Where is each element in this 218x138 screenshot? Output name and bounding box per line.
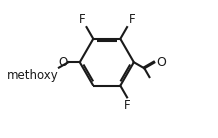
Text: O: O	[59, 56, 68, 69]
Text: F: F	[124, 99, 131, 112]
Text: O: O	[156, 56, 166, 69]
Text: F: F	[78, 13, 85, 26]
Text: methoxy: methoxy	[7, 69, 58, 82]
Text: F: F	[128, 13, 135, 26]
